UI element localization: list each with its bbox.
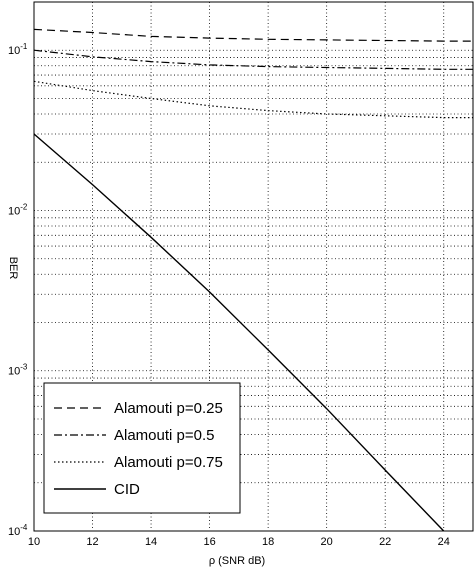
y-tick-label: 10-1: [8, 42, 28, 57]
series-line: [33, 28, 473, 42]
y-tick-label: 10-4: [8, 523, 28, 538]
legend-label: CID: [114, 481, 140, 498]
x-tick-label: 22: [379, 536, 391, 548]
legend-label: Alamouti p=0.5: [114, 427, 214, 444]
y-axis-label: BER: [7, 257, 19, 280]
y-tick-label: 10-3: [8, 363, 28, 378]
y-tick-labels: 10-1 10-2 10-3 10-4: [8, 42, 28, 538]
x-tick-label: 18: [262, 536, 274, 548]
y-tick-label: 10-2: [8, 202, 28, 217]
x-tick-labels: 10 12 14 16 18 20 22 24: [28, 536, 450, 548]
x-tick-label: 14: [145, 536, 157, 548]
x-axis-label: ρ (SNR dB): [209, 555, 265, 567]
series-line: [33, 80, 473, 119]
legend-label: Alamouti p=0.75: [114, 454, 223, 471]
x-tick-label: 20: [321, 536, 333, 548]
legend: Alamouti p=0.25 Alamouti p=0.5 Alamouti p=…: [43, 382, 241, 514]
x-tick-label: 24: [438, 536, 450, 548]
series-lines: [33, 28, 473, 532]
legend-box: [43, 382, 241, 514]
x-tick-label: 10: [28, 536, 40, 548]
series-line: [33, 133, 445, 532]
x-tick-label: 16: [203, 536, 215, 548]
series-line: [33, 49, 473, 70]
legend-label: Alamouti p=0.25: [114, 400, 223, 417]
x-tick-label: 12: [86, 536, 98, 548]
plot-frame: [33, 1, 474, 532]
